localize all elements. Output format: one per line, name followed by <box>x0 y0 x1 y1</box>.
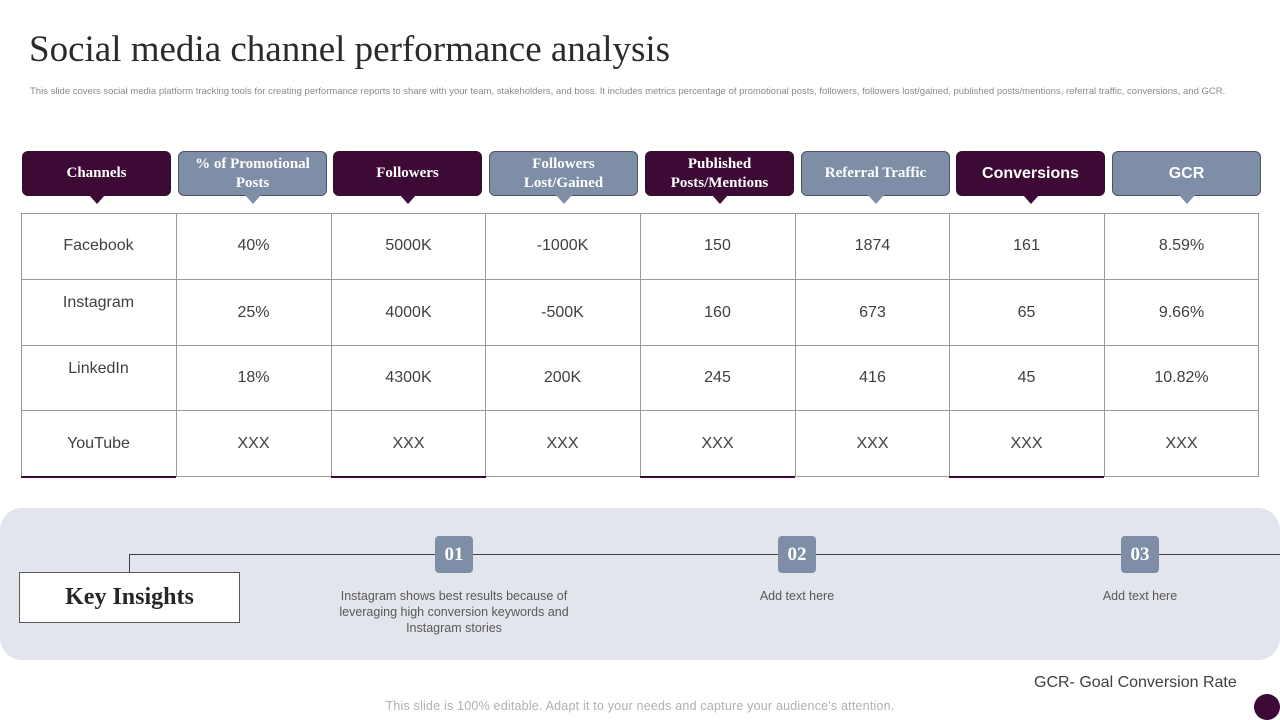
cell-lost-gained: XXX <box>546 435 579 452</box>
decorative-corner-circle <box>1254 694 1280 720</box>
header-promotional-posts: % of Promotional Posts <box>178 151 327 204</box>
cell-referral: XXX <box>856 435 889 452</box>
page-subtitle: This slide covers social media platform … <box>30 86 1226 97</box>
header-label: Referral Traffic <box>824 165 927 181</box>
cell-referral: 1874 <box>854 237 891 254</box>
cell-conversions: 45 <box>1017 369 1036 386</box>
cell-channel: YouTube <box>67 435 130 452</box>
cell-lost-gained: -1000K <box>536 237 589 254</box>
cell-followers: 4000K <box>385 304 432 321</box>
column-accent <box>331 476 486 478</box>
header-followers: Followers <box>333 151 482 204</box>
insight-text: Add text here <box>759 589 835 603</box>
cell-conversions: XXX <box>1010 435 1043 452</box>
cell-channel: Facebook <box>63 237 134 254</box>
column-accent <box>21 476 176 478</box>
cell-channel: Instagram <box>62 294 135 311</box>
key-insights-heading: Key Insights <box>19 572 240 623</box>
insight-number-badge: 02 <box>778 536 816 573</box>
cell-promotional: 25% <box>237 304 270 321</box>
cell-lost-gained: -500K <box>541 304 584 321</box>
header-label: Conversions <box>982 165 1079 182</box>
cell-published: XXX <box>701 435 734 452</box>
cell-gcr: XXX <box>1165 435 1198 452</box>
column-divider <box>640 213 641 477</box>
column-accent <box>640 476 795 478</box>
page-title: Social media channel performance analysi… <box>29 29 671 70</box>
header-published-posts: Published Posts/Mentions <box>645 151 794 204</box>
column-divider <box>485 213 486 477</box>
header-gcr: GCR <box>1112 151 1261 204</box>
insight-text: Instagram shows best results because of … <box>339 589 569 635</box>
header-conversions: Conversions <box>956 151 1105 204</box>
cell-followers: 5000K <box>385 237 432 254</box>
insight-number-badge: 03 <box>1121 536 1159 573</box>
cell-lost-gained: 200K <box>543 369 582 386</box>
cell-conversions: 161 <box>1013 237 1040 254</box>
column-divider <box>176 213 177 477</box>
insight-number-badge: 01 <box>435 536 473 573</box>
cell-conversions: 65 <box>1017 304 1036 321</box>
column-divider <box>1104 213 1105 477</box>
header-referral-traffic: Referral Traffic <box>801 151 950 204</box>
cell-channel: LinkedIn <box>68 360 129 377</box>
insight-text: Add text here <box>1102 589 1178 603</box>
insights-connector <box>129 554 130 572</box>
header-label: Published Posts/Mentions <box>670 155 769 191</box>
column-accent <box>949 476 1104 478</box>
table-border <box>1258 213 1259 477</box>
cell-promotional: 40% <box>237 237 270 254</box>
header-channels: Channels <box>22 151 171 204</box>
column-divider <box>331 213 332 477</box>
table-border <box>21 213 22 477</box>
column-divider <box>949 213 950 477</box>
cell-followers: 4300K <box>385 369 432 386</box>
header-label: Followers <box>376 165 439 181</box>
header-followers-lost-gained: Followers Lost/Gained <box>489 151 638 204</box>
cell-gcr: 10.82% <box>1154 369 1209 386</box>
header-label: Followers Lost/Gained <box>523 155 604 191</box>
insights-timeline <box>129 554 1280 555</box>
cell-published: 150 <box>704 237 731 254</box>
editable-footer-note: This slide is 100% editable. Adapt it to… <box>385 699 895 713</box>
gcr-footnote: GCR- Goal Conversion Rate <box>1034 674 1237 691</box>
cell-gcr: 8.59% <box>1158 237 1205 254</box>
cell-published: 245 <box>704 369 731 386</box>
header-label: Channels <box>66 165 127 181</box>
table-header-row: Channels % of Promotional Posts Follower… <box>22 151 1262 209</box>
cell-promotional: XXX <box>237 435 270 452</box>
cell-referral: 673 <box>859 304 886 321</box>
cell-followers: XXX <box>392 435 425 452</box>
cell-promotional: 18% <box>237 369 270 386</box>
column-divider <box>795 213 796 477</box>
header-label: % of Promotional Posts <box>195 155 310 191</box>
cell-referral: 416 <box>859 369 886 386</box>
cell-published: 160 <box>704 304 731 321</box>
header-label: GCR <box>1168 165 1205 182</box>
performance-table: Facebook 40% 5000K -1000K 150 1874 161 8… <box>21 213 1259 478</box>
cell-gcr: 9.66% <box>1158 304 1205 321</box>
